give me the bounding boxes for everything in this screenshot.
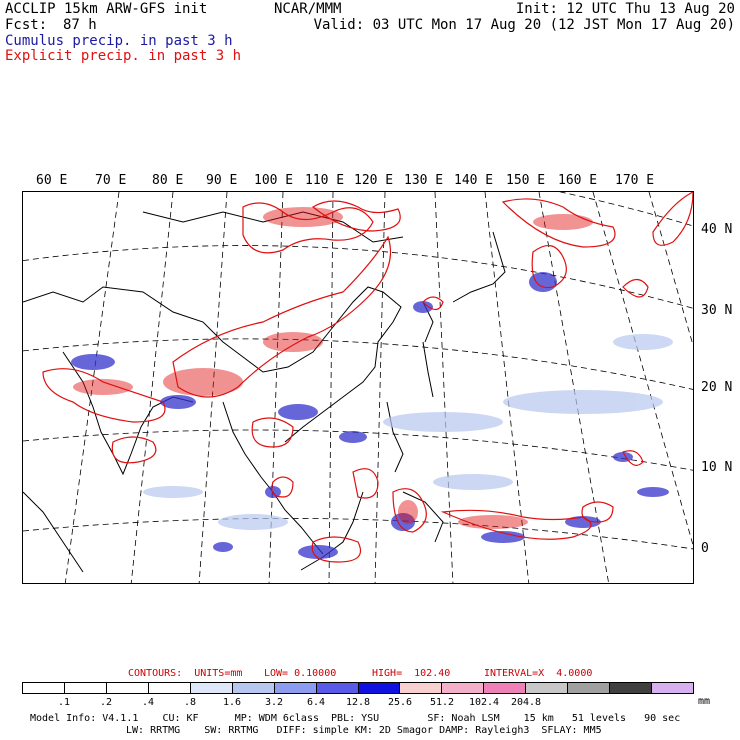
colorbar-segment: [652, 683, 693, 693]
lon-label: 80 E: [152, 173, 184, 188]
colorbar-tick-label: 12.8: [345, 697, 371, 708]
contours-low: LOW= 0.10000: [264, 668, 337, 679]
colorbar-tick-label: .4: [141, 697, 155, 708]
colorbar-segment: [64, 683, 107, 693]
colorbar-tick-label: 1.6: [222, 697, 242, 708]
lat-label: 30 N: [701, 303, 733, 318]
contours-high: HIGH= 102.40: [372, 668, 451, 679]
colorbar-segment: [484, 683, 527, 693]
lon-label: 100 E: [254, 173, 294, 188]
explicit-legend-label: Explicit precip. in past 3 h: [5, 48, 242, 64]
precip-map: [22, 191, 694, 584]
lat-label: 10 N: [701, 460, 733, 475]
colorbar-segment: [148, 683, 191, 693]
colorbar-segment: [568, 683, 611, 693]
lon-label: 120 E: [354, 173, 394, 188]
explicit-precip-contours: [42, 192, 693, 563]
lat-label: 0: [701, 541, 709, 556]
explicit-precip-fill: [73, 207, 593, 529]
lon-label: 170 E: [615, 173, 655, 188]
lon-label: 160 E: [558, 173, 598, 188]
colorbar-tick-label: 204.8: [510, 697, 542, 708]
colorbar-tick-label: 25.6: [387, 697, 413, 708]
lat-label: 40 N: [701, 222, 733, 237]
model-title: ACCLIP 15km ARW-GFS init: [5, 1, 208, 17]
colorbar-segment: [442, 683, 485, 693]
map-canvas: [23, 192, 693, 583]
colorbar-tick-label: 102.4: [468, 697, 500, 708]
colorbar-tick-label: .1: [57, 697, 71, 708]
precip-colorbar: [22, 682, 694, 694]
colorbar-segment: [316, 683, 359, 693]
contours-interval: INTERVAL=X 4.0000: [484, 668, 593, 679]
colorbar-tick-label: .2: [99, 697, 113, 708]
colorbar-tick-label: 51.2: [429, 697, 455, 708]
lon-label: 150 E: [506, 173, 546, 188]
colorbar-segment: [106, 683, 149, 693]
colorbar-segment: [274, 683, 317, 693]
physics-info-line: LW: RRTMG SW: RRTMG DIFF: simple KM: 2D …: [126, 725, 602, 736]
colorbar-segment: [526, 683, 569, 693]
valid-time: Valid: 03 UTC Mon 17 Aug 20 (12 JST Mon …: [313, 17, 735, 33]
colorbar-segment: [190, 683, 233, 693]
colorbar-units: mm: [698, 696, 711, 707]
cumulus-legend-label: Cumulus precip. in past 3 h: [5, 33, 233, 49]
lon-label: 110 E: [305, 173, 345, 188]
light-precip-field: [143, 334, 673, 530]
lon-label: 70 E: [95, 173, 127, 188]
lon-label: 90 E: [206, 173, 238, 188]
lon-label: 60 E: [36, 173, 68, 188]
forecast-hour-value: 87 h: [63, 17, 97, 33]
init-time: Init: 12 UTC Thu 13 Aug 20: [515, 1, 735, 17]
colorbar-tick-label: 6.4: [306, 697, 326, 708]
colorbar-segment: [400, 683, 443, 693]
lon-label: 130 E: [404, 173, 444, 188]
colorbar-segment: [23, 683, 65, 693]
colorbar-segment: [232, 683, 275, 693]
lat-label: 20 N: [701, 380, 733, 395]
cumulus-precip-field: [71, 272, 669, 559]
lon-label: 140 E: [454, 173, 494, 188]
contours-units: CONTOURS: UNITS=mm: [128, 668, 243, 679]
colorbar-segment: [358, 683, 401, 693]
model-info-line: Model Info: V4.1.1 CU: KF MP: WDM 6class…: [30, 713, 681, 724]
colorbar-tick-label: .8: [183, 697, 197, 708]
colorbar-tick-label: 3.2: [264, 697, 284, 708]
colorbar-segment: [610, 683, 653, 693]
center-label: NCAR/MMM: [274, 1, 342, 17]
forecast-hour-label: Fcst:: [5, 17, 48, 33]
